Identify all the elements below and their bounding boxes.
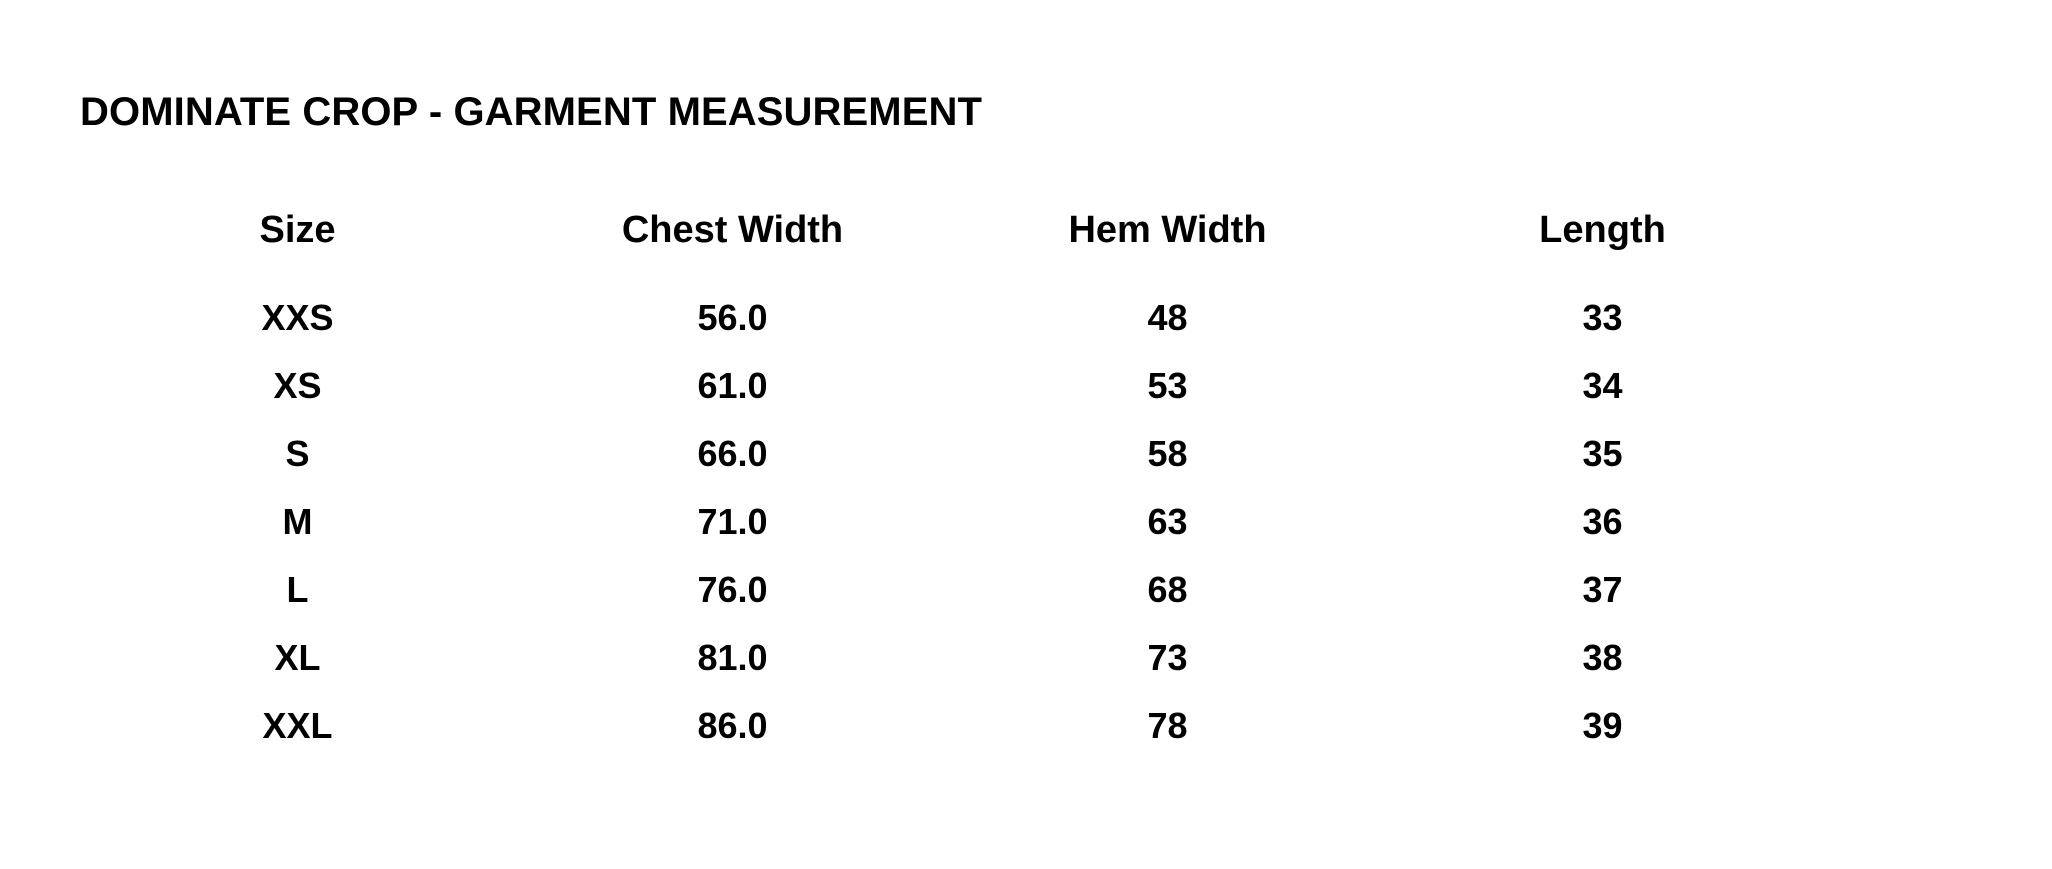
cell-chest: 56.0: [697, 297, 768, 338]
table-body: XXS 56.0 48 33 XS 61.0 53 34 S 66.0 58 3…: [80, 270, 1820, 760]
cell-chest: 86.0: [697, 705, 768, 746]
table-header: Size Chest Width Hem Width Length: [80, 190, 1820, 270]
cell-chest: 71.0: [697, 501, 768, 542]
cell-size: L: [286, 569, 309, 610]
column-header-size: Size: [259, 208, 336, 251]
table-row: XXS 56.0 48 33: [80, 270, 1820, 352]
column-header-chest-width: Chest Width: [621, 208, 844, 251]
cell-hem: 68: [1147, 569, 1188, 610]
cell-size: XXS: [261, 297, 334, 338]
table-header-row: Size Chest Width Hem Width Length: [80, 190, 1820, 270]
cell-size: XS: [273, 365, 322, 406]
cell-chest: 61.0: [697, 365, 768, 406]
cell-length: 37: [1582, 569, 1623, 610]
cell-chest: 81.0: [697, 637, 768, 678]
table-row: XL 81.0 73 38: [80, 624, 1820, 692]
cell-hem: 58: [1147, 433, 1188, 474]
cell-length: 34: [1582, 365, 1623, 406]
cell-length: 38: [1582, 637, 1623, 678]
cell-hem: 78: [1147, 705, 1188, 746]
cell-chest: 76.0: [697, 569, 768, 610]
cell-size: XXL: [262, 705, 333, 746]
column-header-length: Length: [1539, 208, 1666, 251]
table-row: L 76.0 68 37: [80, 556, 1820, 624]
table-row: XS 61.0 53 34: [80, 352, 1820, 420]
cell-hem: 63: [1147, 501, 1188, 542]
table-row: XXL 86.0 78 39: [80, 692, 1820, 760]
table-row: M 71.0 63 36: [80, 488, 1820, 556]
cell-chest: 66.0: [697, 433, 768, 474]
cell-size: XL: [274, 637, 321, 678]
column-header-hem-width: Hem Width: [1068, 208, 1267, 251]
cell-length: 33: [1582, 297, 1623, 338]
cell-hem: 73: [1147, 637, 1188, 678]
cell-size: S: [285, 433, 310, 474]
cell-length: 39: [1582, 705, 1623, 746]
garment-measurement-table: Size Chest Width Hem Width Length XXS 56…: [80, 190, 1820, 760]
cell-size: M: [282, 501, 313, 542]
cell-length: 36: [1582, 501, 1623, 542]
table-row: S 66.0 58 35: [80, 420, 1820, 488]
cell-length: 35: [1582, 433, 1623, 474]
cell-hem: 48: [1147, 297, 1188, 338]
page-title: DOMINATE CROP - GARMENT MEASUREMENT: [80, 90, 983, 134]
cell-hem: 53: [1147, 365, 1188, 406]
